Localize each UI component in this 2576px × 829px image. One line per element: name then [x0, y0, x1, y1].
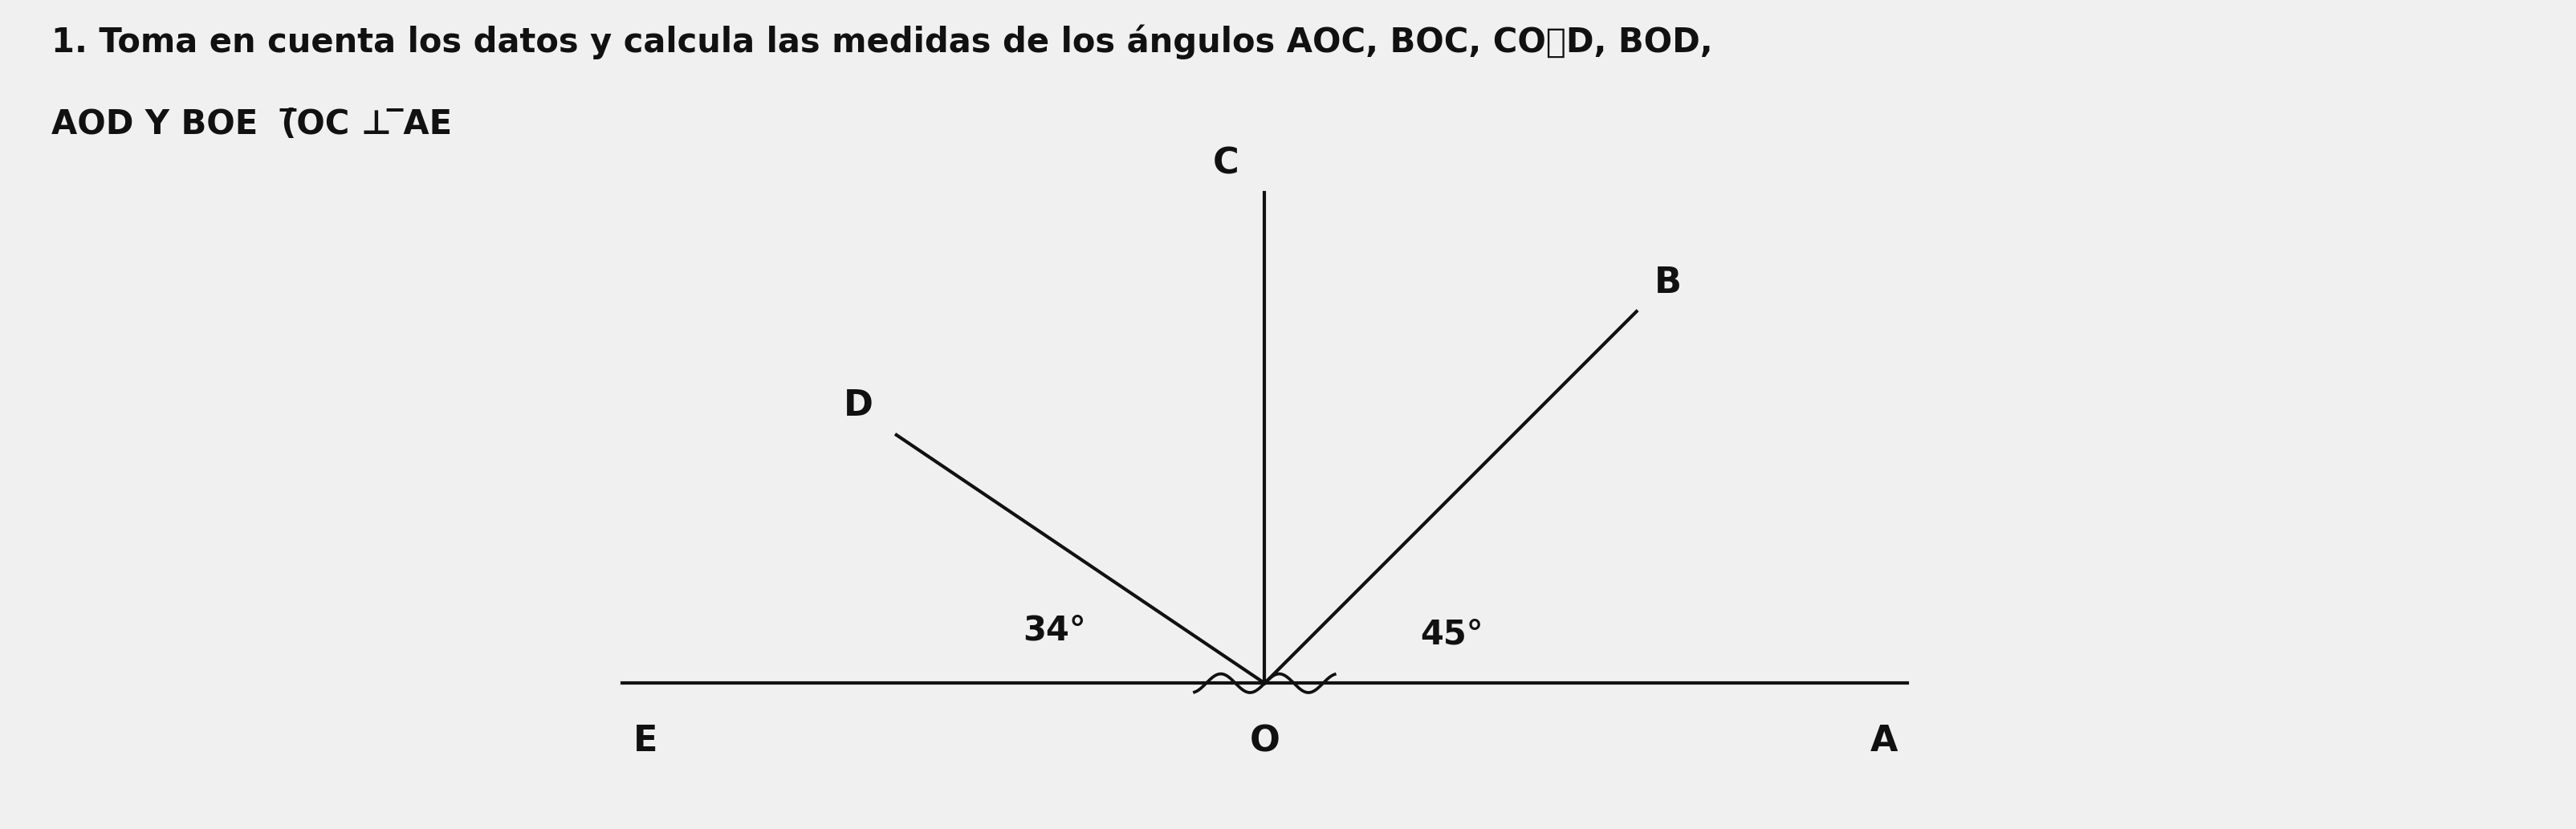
Text: C: C [1213, 147, 1239, 181]
Text: 1. Toma en cuenta los datos y calcula las medidas de los ángulos AOC, BOC, CO⧯D,: 1. Toma en cuenta los datos y calcula la… [52, 25, 1713, 60]
Text: AOD Y BOE  (̅OC ⊥ ̅AE: AOD Y BOE (̅OC ⊥ ̅AE [52, 108, 453, 142]
Text: B: B [1654, 265, 1682, 300]
Text: A: A [1870, 724, 1899, 759]
Text: D: D [842, 389, 873, 424]
Text: 45°: 45° [1419, 618, 1484, 651]
Text: O: O [1249, 724, 1280, 759]
Text: E: E [634, 724, 657, 759]
Text: 34°: 34° [1023, 613, 1087, 647]
